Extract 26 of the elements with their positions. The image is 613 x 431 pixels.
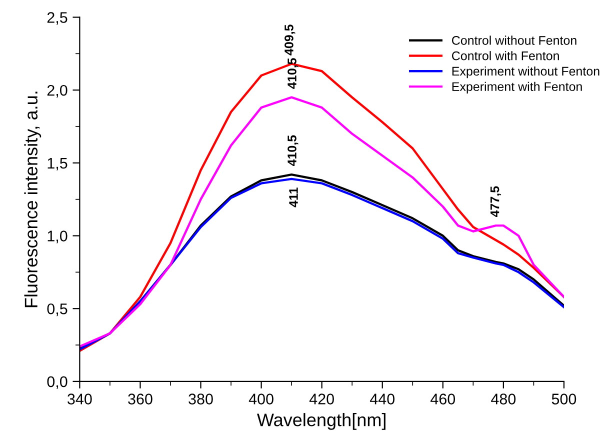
- x-tick-label: 400: [248, 394, 274, 404]
- x-tick-label: 360: [128, 394, 152, 404]
- y-axis-title: Fluorescence intensity, a.u.: [24, 92, 42, 308]
- annotation: 411: [289, 188, 298, 208]
- y-tick-label: 2,5: [47, 12, 68, 25]
- y-tick-label: 1,5: [48, 158, 68, 170]
- x-tick-label: 440: [370, 394, 395, 404]
- x-tick-label: 340: [68, 394, 92, 404]
- y-tick-label: 0,5: [47, 303, 68, 316]
- x-tick-label: 500: [552, 394, 576, 404]
- x-tick-label: 420: [309, 394, 334, 404]
- annotation: 410,5: [288, 135, 298, 166]
- legend-label: Experiment without Fenton: [452, 66, 600, 78]
- y-tick-label: 1,0: [48, 230, 68, 244]
- x-tick-label: 380: [188, 394, 213, 404]
- y-tick-label: 0,0: [47, 376, 68, 389]
- annotation: 409,5: [284, 24, 296, 56]
- legend-label: Control without Fenton: [452, 36, 576, 45]
- x-axis-title: Wavelength[nm]: [257, 413, 386, 430]
- x-tick-label: 480: [491, 394, 516, 404]
- annotation: 410,5: [288, 58, 298, 89]
- legend-label: Experiment with Fenton: [452, 82, 582, 94]
- annotation: 477,5: [490, 186, 502, 218]
- y-tick-label: 2,0: [47, 84, 68, 98]
- x-tick-label: 460: [430, 394, 456, 404]
- legend-label: Control with Fenton: [452, 51, 559, 60]
